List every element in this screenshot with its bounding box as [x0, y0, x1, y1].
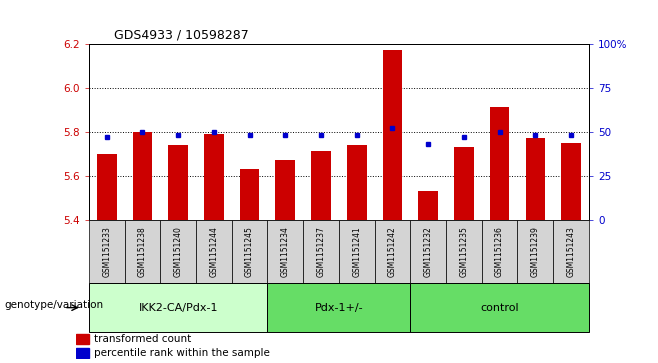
- Text: GSM1151233: GSM1151233: [102, 226, 111, 277]
- Bar: [196, 220, 232, 283]
- Text: IKK2-CA/Pdx-1: IKK2-CA/Pdx-1: [138, 303, 218, 313]
- Text: GSM1151245: GSM1151245: [245, 226, 254, 277]
- Text: GSM1151242: GSM1151242: [388, 226, 397, 277]
- Bar: [276, 160, 295, 220]
- Text: genotype/variation: genotype/variation: [5, 300, 103, 310]
- Text: Pdx-1+/-: Pdx-1+/-: [315, 303, 363, 313]
- Bar: [374, 220, 411, 283]
- Text: percentile rank within the sample: percentile rank within the sample: [93, 348, 270, 358]
- Bar: [303, 220, 339, 283]
- Bar: [311, 151, 331, 220]
- Text: GDS4933 / 10598287: GDS4933 / 10598287: [114, 28, 249, 41]
- Bar: [561, 143, 581, 220]
- Bar: [339, 220, 374, 283]
- Bar: [133, 132, 152, 220]
- Bar: [347, 145, 367, 220]
- Bar: [411, 283, 589, 332]
- Bar: [240, 169, 259, 220]
- Bar: [411, 220, 446, 283]
- Bar: [76, 348, 89, 358]
- Bar: [267, 283, 411, 332]
- Bar: [454, 147, 474, 220]
- Text: GSM1151241: GSM1151241: [352, 226, 361, 277]
- Text: GSM1151235: GSM1151235: [459, 226, 468, 277]
- Bar: [517, 220, 553, 283]
- Bar: [267, 220, 303, 283]
- Bar: [76, 334, 89, 344]
- Text: GSM1151234: GSM1151234: [281, 226, 290, 277]
- Bar: [97, 154, 116, 220]
- Text: GSM1151240: GSM1151240: [174, 226, 183, 277]
- Bar: [161, 220, 196, 283]
- Text: control: control: [480, 303, 519, 313]
- Text: transformed count: transformed count: [93, 334, 191, 344]
- Text: GSM1151237: GSM1151237: [316, 226, 326, 277]
- Bar: [89, 220, 124, 283]
- Bar: [89, 283, 267, 332]
- Bar: [382, 50, 402, 220]
- Bar: [482, 220, 517, 283]
- Text: GSM1151239: GSM1151239: [531, 226, 540, 277]
- Bar: [446, 220, 482, 283]
- Text: GSM1151244: GSM1151244: [209, 226, 218, 277]
- Text: GSM1151232: GSM1151232: [424, 226, 433, 277]
- Bar: [168, 145, 188, 220]
- Text: GSM1151238: GSM1151238: [138, 226, 147, 277]
- Text: GSM1151236: GSM1151236: [495, 226, 504, 277]
- Text: GSM1151243: GSM1151243: [567, 226, 576, 277]
- Bar: [490, 107, 509, 220]
- Bar: [418, 191, 438, 220]
- Bar: [553, 220, 589, 283]
- Bar: [526, 138, 545, 220]
- Bar: [124, 220, 161, 283]
- Bar: [232, 220, 267, 283]
- Bar: [204, 134, 224, 220]
